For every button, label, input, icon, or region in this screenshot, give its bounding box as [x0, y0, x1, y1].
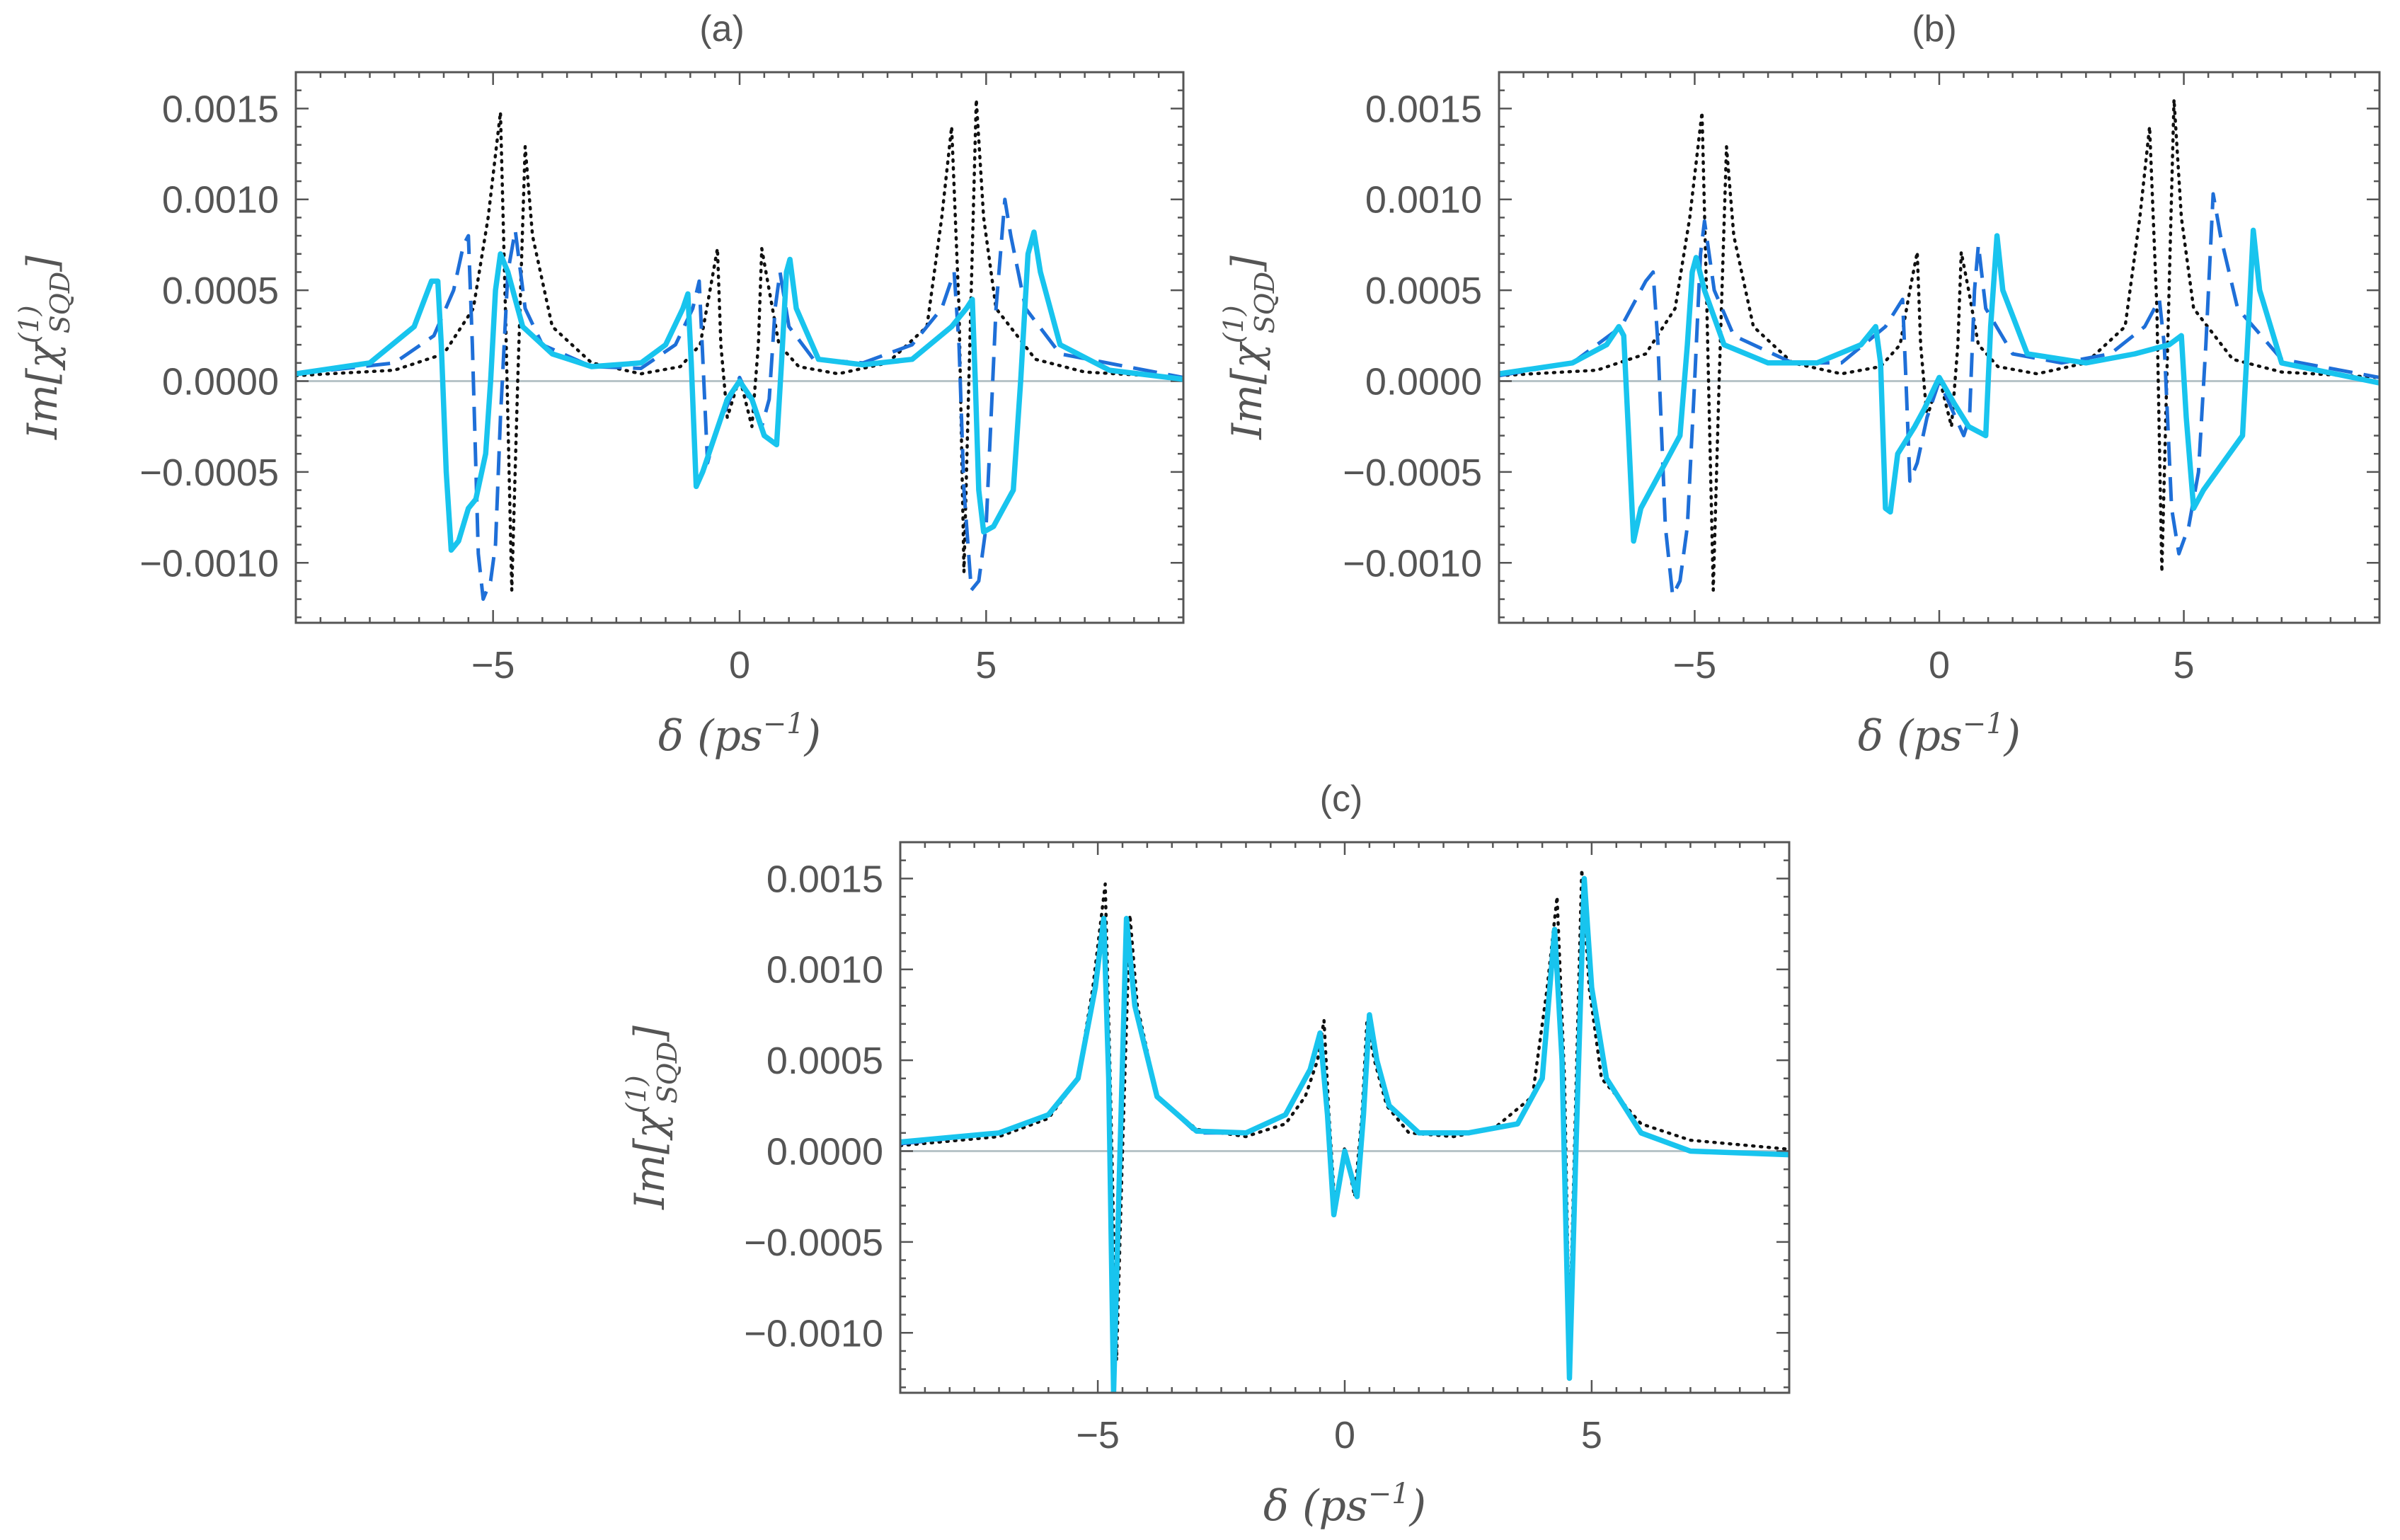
y-tick-label: 0.0010: [162, 179, 279, 222]
x-tick-label: 0: [729, 644, 750, 686]
panel-title: (a): [699, 8, 745, 50]
y-tick-label: 0.0000: [1365, 361, 1482, 403]
series-line-dotted: [296, 98, 1183, 592]
panel-c: (c) −5 0 5 0.0015 0.0010 0.0005 0.0000 −0.0005 −0…: [621, 778, 1791, 1531]
series-line-dashed: [296, 197, 1183, 602]
series-line-solid: [296, 229, 1183, 553]
x-tick-label: −5: [471, 644, 515, 686]
y-tick-label: −0.0010: [744, 1312, 883, 1355]
series-line-dotted: [900, 868, 1789, 1362]
series-group: [900, 868, 1789, 1393]
panel-title: (b): [1912, 8, 1957, 50]
y-tick-label: 0.0015: [1365, 88, 1482, 130]
y-tick-label: −0.0010: [1343, 542, 1482, 585]
y-tick-label: 0.0010: [1365, 179, 1482, 222]
series-line-dashed: [1499, 192, 2379, 597]
plot-frame: [899, 841, 1791, 1394]
x-axis-label: δ (ps−1): [1263, 1478, 1426, 1531]
y-tick-label: −0.0005: [139, 452, 279, 494]
x-tick-label: 0: [1929, 644, 1950, 686]
y-tick-label: −0.0010: [139, 542, 279, 585]
y-axis-label: Im[χ(1)SQD]: [13, 255, 76, 440]
x-tick-label: −5: [1673, 644, 1717, 686]
y-tick-label: 0.0005: [162, 270, 279, 312]
y-tick-label: 0.0005: [766, 1040, 883, 1082]
y-axis-label: Im[χ(1)SQD]: [1218, 255, 1280, 440]
x-tick-label: 5: [975, 644, 997, 686]
panel-b: (b) −5 0 5 0.0015 0.0010 0.0005 0.0000 −0.0005 −0…: [1218, 8, 2381, 761]
y-tick-label: 0.0000: [766, 1131, 883, 1173]
series-line-solid: [900, 875, 1789, 1393]
y-tick-label: 0.0010: [766, 949, 883, 992]
x-tick-label: 0: [1334, 1414, 1355, 1456]
x-tick-label: 5: [1581, 1414, 1602, 1456]
panel-a: (a) −5 0 5 0.0015 0.0010 0.0005 0.0000 −0.0005 −0…: [13, 8, 1185, 761]
y-tick-label: 0.0015: [766, 858, 883, 900]
plot-frame: [294, 71, 1185, 624]
x-tick-label: −5: [1076, 1414, 1120, 1456]
y-tick-label: 0.0015: [162, 88, 279, 130]
y-tick-label: 0.0000: [162, 361, 279, 403]
y-tick-label: 0.0005: [1365, 270, 1482, 312]
x-axis-label: δ (ps−1): [1858, 708, 2021, 761]
x-axis-label: δ (ps−1): [658, 708, 821, 761]
x-tick-label: 5: [2174, 644, 2195, 686]
series-group: [1499, 98, 2379, 597]
minor-ticks: [294, 71, 1185, 623]
y-tick-label: −0.0005: [744, 1222, 883, 1264]
series-group: [296, 98, 1183, 602]
y-tick-label: −0.0005: [1343, 452, 1482, 494]
y-axis-label: Im[χ(1)SQD]: [621, 1025, 683, 1210]
series-line-solid: [1499, 227, 2379, 544]
plot-frame: [1498, 71, 2381, 624]
panel-title: (c): [1320, 778, 1363, 820]
